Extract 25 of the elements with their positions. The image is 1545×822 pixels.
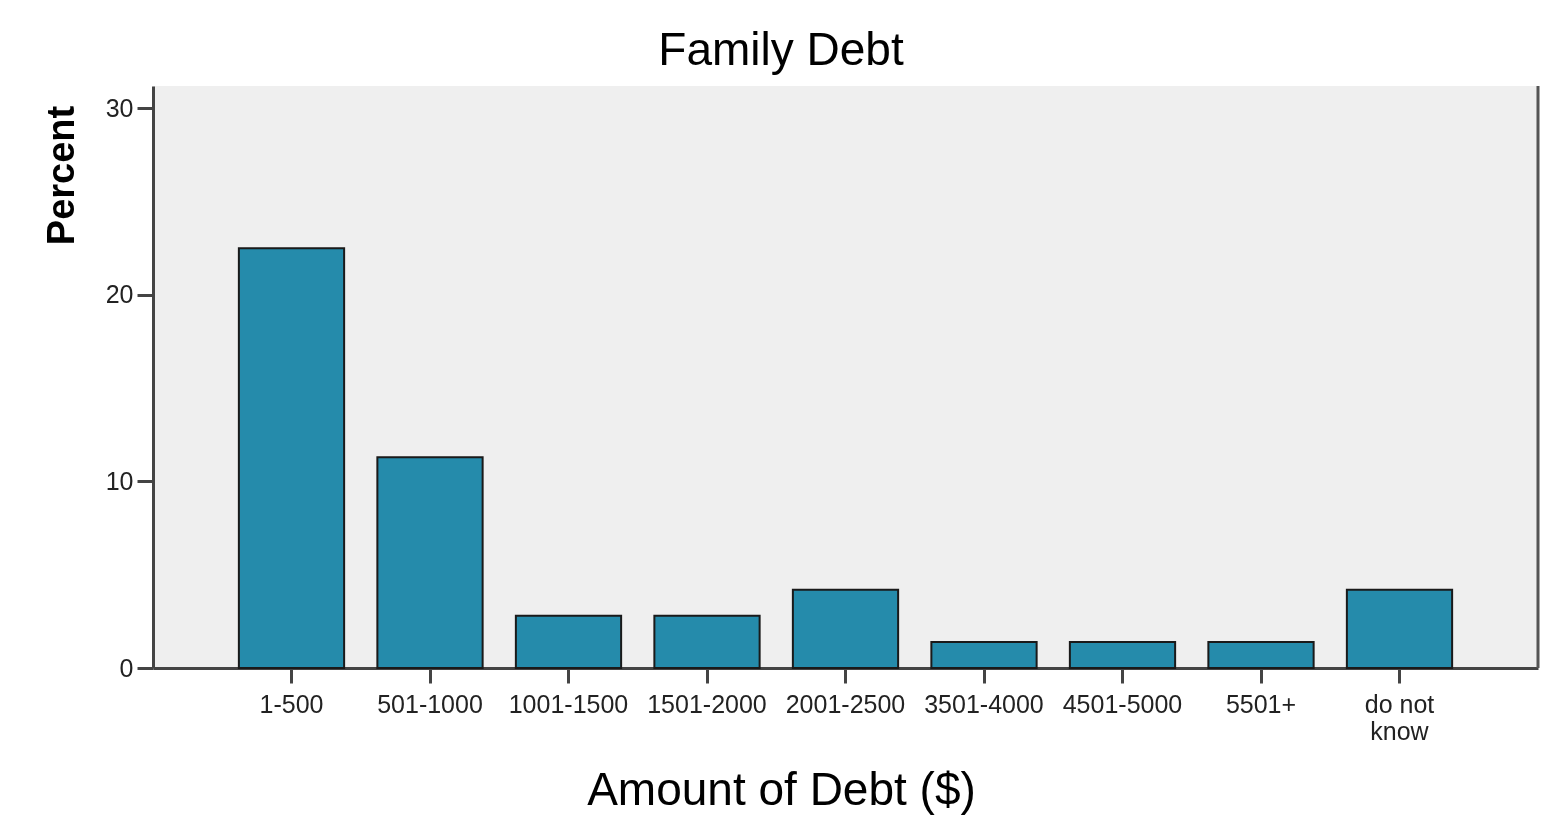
bar bbox=[237, 247, 346, 669]
y-tick-label: 0 bbox=[119, 653, 134, 682]
x-axis-title: Amount of Debt ($) bbox=[587, 762, 976, 815]
chart-title: Family Debt bbox=[658, 22, 904, 75]
bar bbox=[791, 588, 900, 669]
x-tick-label: 501-1000 bbox=[377, 689, 483, 718]
bar bbox=[376, 456, 484, 669]
x-tick-label: do not know bbox=[1364, 689, 1435, 745]
x-tick-label: 1-500 bbox=[259, 689, 324, 718]
bar bbox=[514, 614, 623, 669]
x-tick-label: 1501-2000 bbox=[647, 689, 767, 718]
y-tick-label: 10 bbox=[105, 466, 134, 495]
bar bbox=[930, 640, 1038, 669]
bar bbox=[1068, 640, 1177, 669]
x-tick-label: 1001-1500 bbox=[508, 689, 629, 718]
x-tick-label: 5501+ bbox=[1225, 689, 1297, 718]
y-tick-label: 20 bbox=[105, 280, 134, 309]
bar bbox=[1345, 588, 1454, 669]
x-tick-label: 3501-4000 bbox=[924, 689, 1044, 718]
x-tick-label: 2001-2500 bbox=[785, 689, 906, 718]
y-tick-label: 30 bbox=[105, 93, 134, 122]
x-tick-label: 4501-5000 bbox=[1062, 689, 1183, 718]
bar bbox=[653, 614, 761, 669]
y-axis-title: Percent bbox=[39, 105, 82, 246]
bar bbox=[1207, 640, 1315, 669]
